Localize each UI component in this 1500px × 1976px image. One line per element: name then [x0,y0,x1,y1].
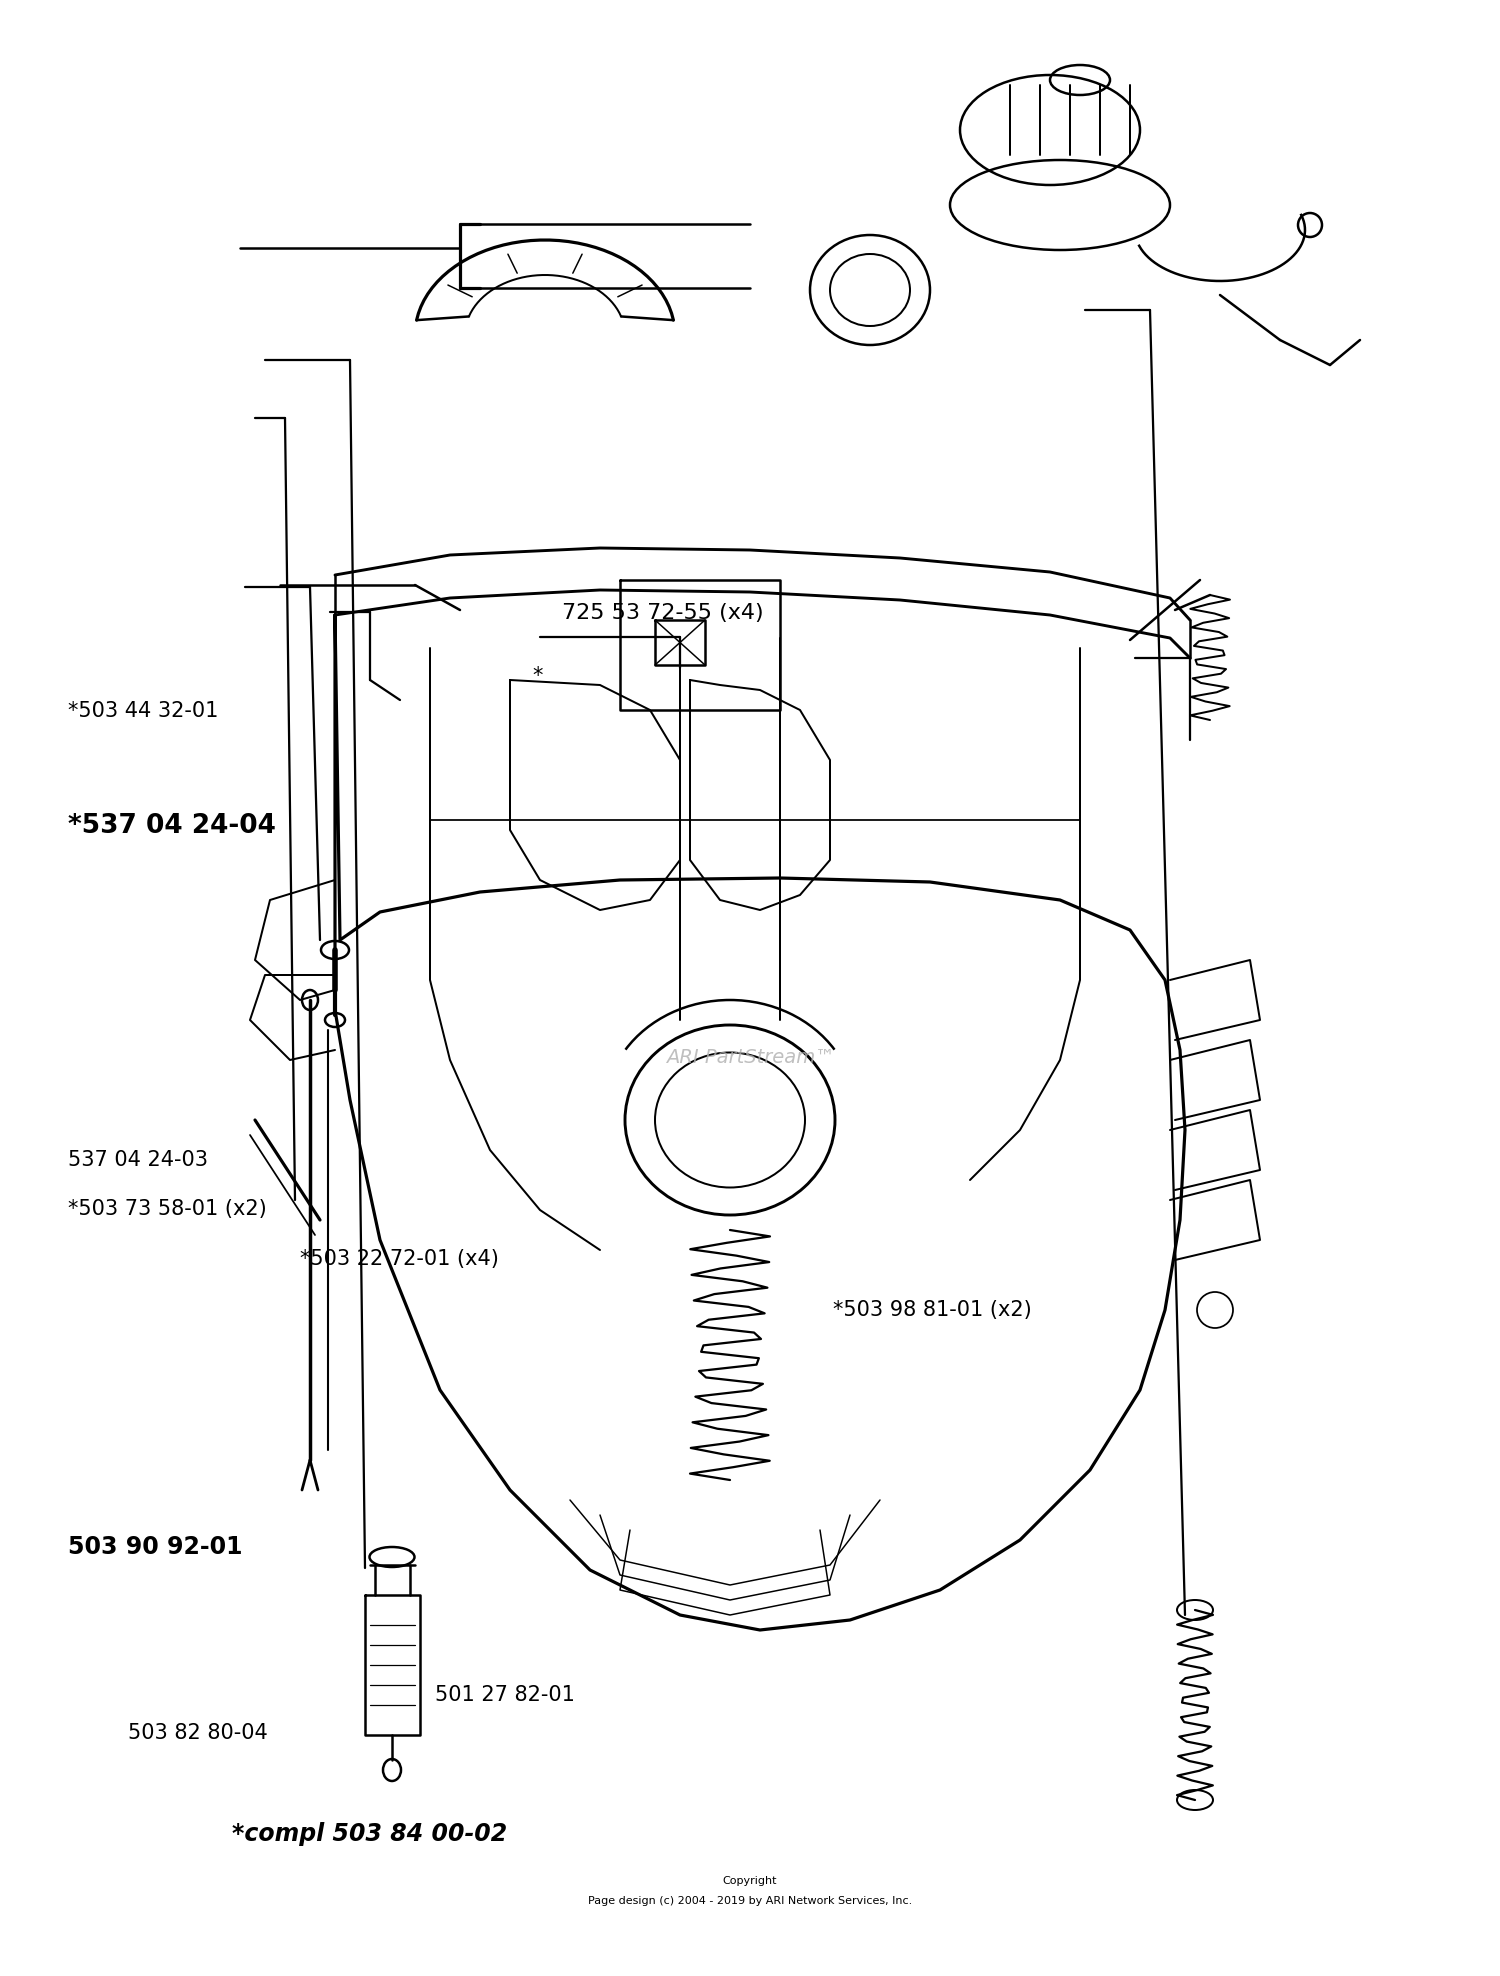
Text: *503 22 72-01 (x4): *503 22 72-01 (x4) [300,1249,500,1269]
Text: *compl 503 84 00-02: *compl 503 84 00-02 [232,1822,507,1846]
Text: 503 90 92-01: 503 90 92-01 [68,1535,242,1559]
Text: *: * [532,666,543,686]
Text: *503 73 58-01 (x2): *503 73 58-01 (x2) [68,1199,267,1219]
Text: *503 44 32-01: *503 44 32-01 [68,701,218,721]
Text: 503 82 80-04: 503 82 80-04 [128,1723,267,1743]
Text: 725 53 72-55 (x4): 725 53 72-55 (x4) [562,603,764,622]
Text: *537 04 24-04: *537 04 24-04 [68,812,276,840]
Text: ARI PartStream™: ARI PartStream™ [666,1047,834,1067]
Text: 501 27 82-01: 501 27 82-01 [435,1686,574,1705]
Text: Copyright: Copyright [723,1875,777,1885]
Text: 537 04 24-03: 537 04 24-03 [68,1150,207,1170]
Text: Page design (c) 2004 - 2019 by ARI Network Services, Inc.: Page design (c) 2004 - 2019 by ARI Netwo… [588,1897,912,1907]
Text: *503 98 81-01 (x2): *503 98 81-01 (x2) [833,1300,1032,1320]
